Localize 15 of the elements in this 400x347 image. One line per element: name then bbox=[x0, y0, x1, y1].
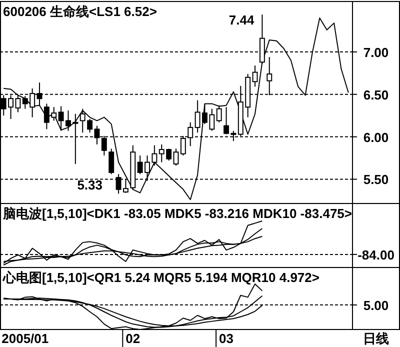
y-tick-label: 7.00 bbox=[363, 44, 389, 60]
x-tick-label: 03 bbox=[219, 331, 234, 346]
y-tick-label: 5.50 bbox=[363, 172, 389, 188]
text: 5.00 bbox=[363, 298, 389, 313]
x-tick-label: 02 bbox=[126, 331, 140, 346]
text: 日线 bbox=[363, 331, 389, 346]
y-tick-label: 6.00 bbox=[363, 130, 389, 145]
y-tick-label: 6.50 bbox=[363, 87, 389, 102]
text: -84.00 bbox=[358, 247, 394, 262]
chart-title: 脑电波[1,5,10]<DK1 -83.05 MDK5 -83.216 MDK10 -83.475> bbox=[2, 206, 352, 221]
x-tick-label: 2005/01 bbox=[2, 331, 49, 346]
chart-title: 心电图[1,5,10]<QR1 5.24 MQR5 5.194 MQR10 4.972> bbox=[2, 270, 320, 285]
chart-title: 600206 生命线<LS1 6.52> bbox=[3, 4, 158, 19]
annotation: 7.44 bbox=[228, 12, 255, 28]
annotation: 5.33 bbox=[77, 178, 103, 193]
